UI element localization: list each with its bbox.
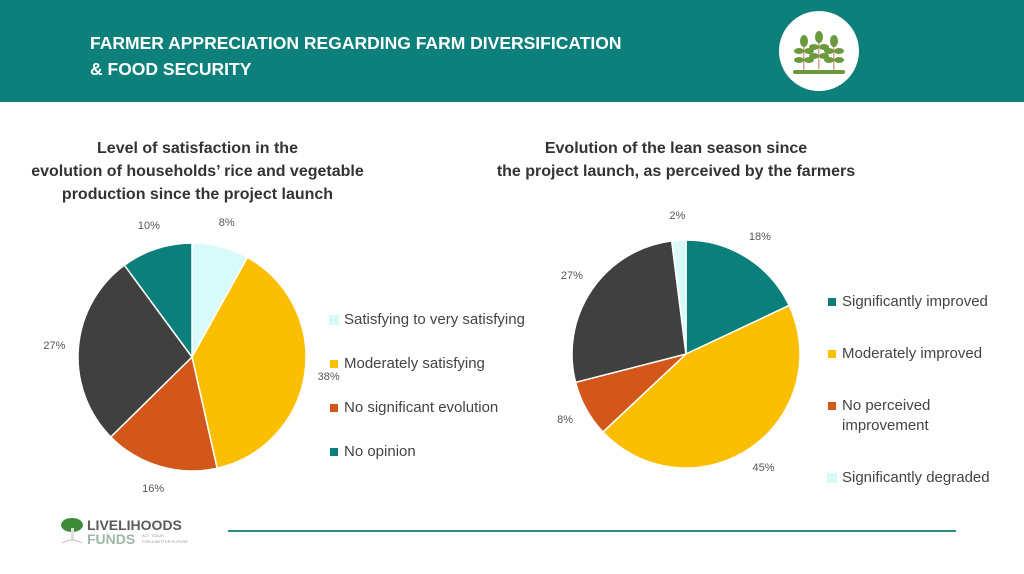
legend-item: Moderately improved — [828, 344, 1008, 364]
slice-label: 10% — [137, 219, 160, 232]
title-line-2: & FOOD SECURITY — [90, 59, 252, 79]
legend-label: Significantly degraded — [842, 469, 990, 486]
legend-label: No opinion — [344, 443, 416, 460]
title-line: evolution of households’ rice and vegeta… — [31, 163, 364, 180]
legend-item: Satisfying to very satisfying — [329, 310, 525, 330]
legend-swatch — [828, 298, 836, 306]
left-legend: Satisfying to very satisfying Moderately … — [329, 310, 525, 486]
right-legend: Significantly improved Moderately improve… — [827, 292, 1008, 520]
legend-swatch — [828, 402, 836, 410]
title-line: production since the project launch — [61, 186, 334, 203]
legend-label: Satisfying to very satisfying — [344, 311, 525, 328]
pie-slice — [601, 304, 801, 469]
left-chart-title: Level of satisfaction in the evolution o… — [20, 137, 375, 206]
title-line: the project launch, as perceived by the … — [496, 163, 856, 180]
legend-label: No perceived improvement — [842, 397, 931, 434]
title-line-1: FARMER APPRECIATION REGARDING FARM DIVER… — [90, 33, 622, 53]
pie-slice — [77, 264, 193, 439]
pie-slice — [670, 239, 687, 355]
pie-slice — [123, 242, 193, 360]
legend-label: Moderately improved — [842, 345, 983, 362]
slice-label: 38% — [317, 370, 340, 383]
legend-swatch — [329, 315, 339, 325]
legend-swatch — [330, 360, 338, 368]
legend-swatch — [330, 404, 338, 412]
svg-text:FUNDS: FUNDS — [87, 531, 135, 546]
pie-slice — [685, 239, 791, 356]
pie-slice — [571, 240, 687, 384]
svg-text:ACT TODAY: ACT TODAY — [142, 533, 165, 538]
livelihoods-funds-logo: LIVELIHOODS FUNDS ACT TODAY FOR A BETTER… — [60, 516, 200, 551]
legend-item: No opinion — [330, 442, 525, 462]
legend-swatch — [330, 448, 338, 456]
legend-label: Significantly improved — [842, 293, 988, 310]
svg-text:FOR A BETTER FUTURE: FOR A BETTER FUTURE — [142, 539, 188, 544]
svg-text:LIVELIHOODS: LIVELIHOODS — [87, 517, 182, 533]
footer-divider — [228, 530, 956, 532]
slice-label: 27% — [560, 270, 583, 283]
pie-slice — [191, 256, 307, 470]
right-chart-title: Evolution of the lean season since the p… — [470, 137, 882, 183]
slice-label: 2% — [669, 210, 686, 223]
slice-label: 16% — [142, 483, 165, 496]
header-banner: FARMER APPRECIATION REGARDING FARM DIVER… — [0, 0, 1024, 102]
legend-item: No perceived improvement — [828, 396, 1008, 436]
slice-label: 8% — [557, 414, 574, 427]
slice-label: 27% — [43, 340, 66, 353]
pie-slice — [109, 355, 219, 472]
title-line: Level of satisfaction in the — [97, 140, 298, 157]
legend-label: No significant evolution — [344, 399, 499, 416]
legend-item: Moderately satisfying — [330, 354, 525, 374]
legend-item: Significantly degraded — [827, 468, 1008, 488]
slice-label: 8% — [218, 217, 235, 230]
legend-item: No significant evolution — [330, 398, 525, 418]
legend-swatch — [827, 473, 837, 483]
slice-label: 45% — [752, 462, 775, 475]
slice-label: 18% — [748, 231, 771, 244]
crops-icon — [779, 11, 859, 91]
legend-swatch — [828, 350, 836, 358]
legend-item: Significantly improved — [828, 292, 1008, 312]
legend-label: Moderately satisfying — [344, 355, 485, 372]
title-line: Evolution of the lean season since — [544, 140, 808, 157]
page-title: FARMER APPRECIATION REGARDING FARM DIVER… — [90, 30, 622, 82]
